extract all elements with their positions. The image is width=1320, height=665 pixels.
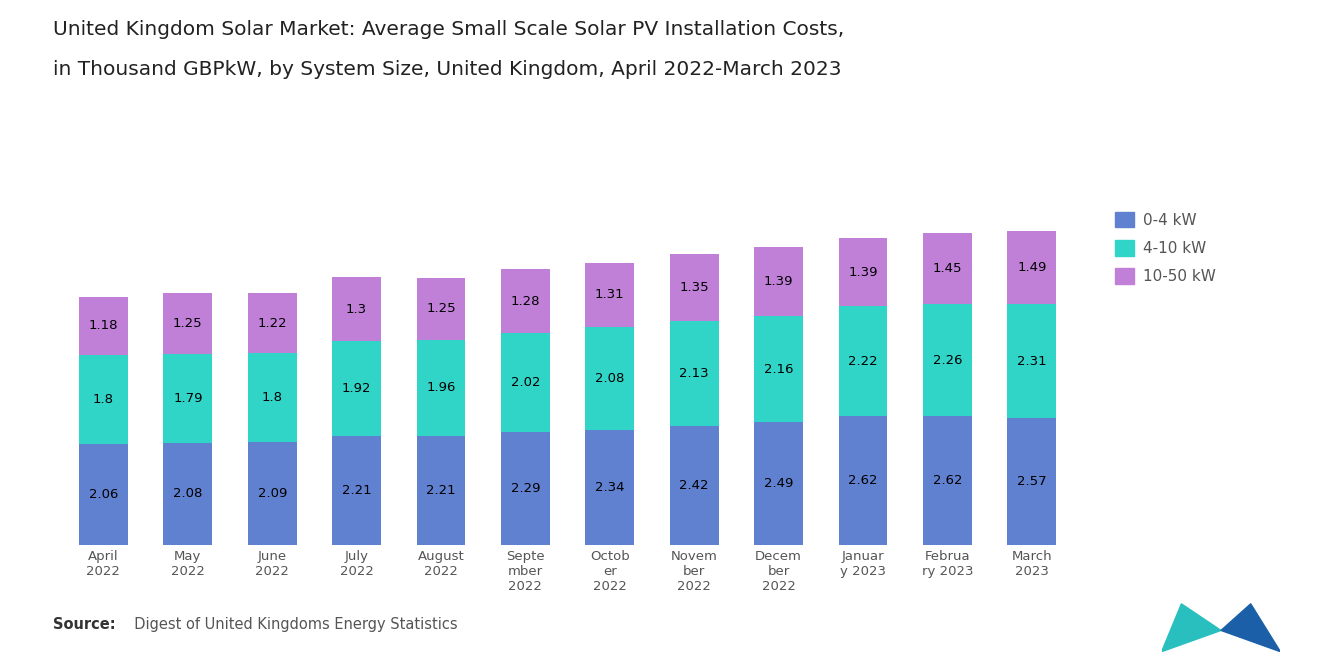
Text: 2.02: 2.02 <box>511 376 540 389</box>
Text: 2.22: 2.22 <box>849 354 878 368</box>
Bar <box>333 277 381 342</box>
Bar <box>164 354 213 443</box>
Bar <box>838 416 887 545</box>
Bar <box>754 316 803 422</box>
Text: 2.42: 2.42 <box>680 479 709 492</box>
Text: 1.22: 1.22 <box>257 317 286 330</box>
Bar <box>585 430 635 545</box>
Text: 1.39: 1.39 <box>849 265 878 279</box>
Text: 2.13: 2.13 <box>680 367 709 380</box>
Bar <box>754 247 803 316</box>
Text: 1.45: 1.45 <box>933 262 962 275</box>
Text: 1.8: 1.8 <box>92 393 114 406</box>
Bar <box>79 355 128 444</box>
Polygon shape <box>1221 604 1280 652</box>
Bar <box>1007 418 1056 545</box>
Bar <box>669 254 718 321</box>
Text: 1.28: 1.28 <box>511 295 540 307</box>
Text: 2.26: 2.26 <box>933 354 962 366</box>
Text: 2.57: 2.57 <box>1016 475 1047 488</box>
Text: Digest of United Kingdoms Energy Statistics: Digest of United Kingdoms Energy Statist… <box>125 616 458 632</box>
Text: 1.49: 1.49 <box>1018 261 1047 274</box>
Text: 2.06: 2.06 <box>88 488 117 501</box>
Text: 1.96: 1.96 <box>426 381 455 394</box>
Legend: 0-4 kW, 4-10 kW, 10-50 kW: 0-4 kW, 4-10 kW, 10-50 kW <box>1110 207 1220 289</box>
Bar <box>248 353 297 442</box>
Bar <box>585 327 635 430</box>
Text: 2.62: 2.62 <box>849 474 878 487</box>
Text: United Kingdom Solar Market: Average Small Scale Solar PV Installation Costs,: United Kingdom Solar Market: Average Sma… <box>53 20 843 39</box>
Text: 2.09: 2.09 <box>257 487 286 500</box>
Bar <box>500 269 550 332</box>
Bar <box>164 293 213 354</box>
Text: 1.18: 1.18 <box>88 319 119 332</box>
Bar <box>79 297 128 355</box>
Text: 1.25: 1.25 <box>426 302 455 315</box>
Bar <box>248 442 297 545</box>
Bar <box>333 342 381 436</box>
Text: 2.34: 2.34 <box>595 481 624 494</box>
Polygon shape <box>1162 604 1221 652</box>
Bar <box>923 416 972 545</box>
Bar <box>500 432 550 545</box>
Text: Source:: Source: <box>53 616 115 632</box>
Text: 2.29: 2.29 <box>511 482 540 495</box>
Text: 2.21: 2.21 <box>426 484 455 497</box>
Bar <box>333 436 381 545</box>
Text: 2.08: 2.08 <box>595 372 624 385</box>
Bar <box>585 263 635 327</box>
Bar <box>669 426 718 545</box>
Bar <box>1007 231 1056 305</box>
Bar <box>923 305 972 416</box>
Bar <box>669 321 718 426</box>
Bar <box>417 278 466 340</box>
Bar <box>500 332 550 432</box>
Bar <box>417 436 466 545</box>
Text: 1.31: 1.31 <box>595 289 624 301</box>
Text: 1.92: 1.92 <box>342 382 371 396</box>
Text: in Thousand GBPkW, by System Size, United Kingdom, April 2022-March 2023: in Thousand GBPkW, by System Size, Unite… <box>53 60 841 79</box>
Text: 1.8: 1.8 <box>261 391 282 404</box>
Bar <box>838 238 887 307</box>
Bar <box>923 233 972 305</box>
Text: 1.79: 1.79 <box>173 392 202 405</box>
Text: 1.3: 1.3 <box>346 303 367 316</box>
Text: 2.49: 2.49 <box>764 477 793 490</box>
Bar <box>1007 305 1056 418</box>
Bar <box>164 443 213 545</box>
Bar <box>754 422 803 545</box>
Text: 1.39: 1.39 <box>764 275 793 288</box>
Text: 2.16: 2.16 <box>764 362 793 376</box>
Text: 2.31: 2.31 <box>1016 355 1047 368</box>
Bar <box>838 307 887 416</box>
Bar <box>248 293 297 353</box>
Bar <box>417 340 466 436</box>
Text: 2.08: 2.08 <box>173 487 202 501</box>
Text: 2.21: 2.21 <box>342 484 371 497</box>
Bar <box>79 444 128 545</box>
Text: 2.62: 2.62 <box>933 474 962 487</box>
Text: 1.35: 1.35 <box>680 281 709 294</box>
Text: 1.25: 1.25 <box>173 317 203 330</box>
